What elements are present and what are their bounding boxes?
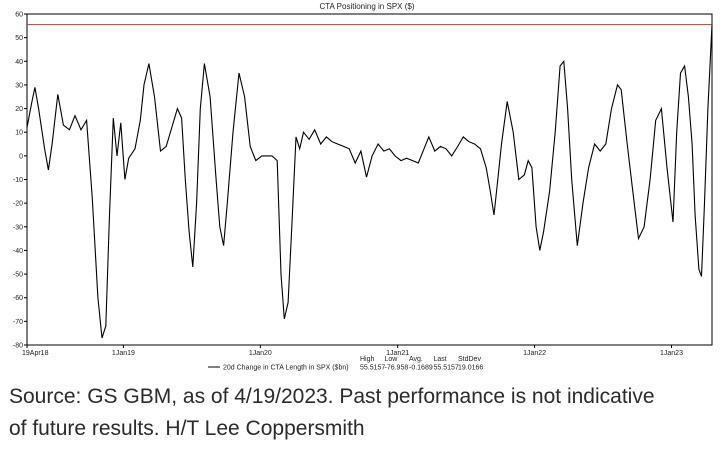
y-tick-label: -30 <box>13 224 23 231</box>
legend-stat-label: Last <box>434 356 447 363</box>
x-tick-label: 19Apr18 <box>22 350 49 357</box>
caption-line-2: of future results. H/T Lee Coppersmith <box>9 417 365 440</box>
y-tick-label: 60 <box>15 12 23 19</box>
y-tick-label: 0 <box>19 153 23 160</box>
cta-positioning-chart: CTA Positioning in SPX ($) 60 50 40 30 20 10 0… <box>13 2 713 372</box>
y-tick-label: -40 <box>13 248 23 255</box>
y-tick-label: 50 <box>15 35 23 42</box>
y-tick-label: 40 <box>15 59 23 66</box>
y-axis-ticks: 60 50 40 30 20 10 0 -10 -20 -30 -40 -50 -60 -70 -80 <box>13 12 27 350</box>
legend-stat-label: Avg. <box>409 356 423 363</box>
legend-series-name: 20d Change in CTA Length in SPX ($bn) <box>223 365 349 372</box>
y-tick-label: 10 <box>15 130 23 137</box>
y-tick-label: -70 <box>13 319 23 326</box>
y-tick-label: 30 <box>15 82 23 89</box>
series-line-cta-length <box>26 24 713 339</box>
x-tick-label: 1Jan22 <box>523 350 546 357</box>
legend-stat-value: -0.1689 <box>409 365 433 372</box>
y-tick-label: -80 <box>13 343 23 350</box>
source-caption: Source: GS GBM, as of 4/19/2023. Past pe… <box>9 381 709 445</box>
y-tick-label: -10 <box>13 177 23 184</box>
y-tick-label: 20 <box>15 106 23 113</box>
y-tick-label: -50 <box>13 272 23 279</box>
caption-line-1: Source: GS GBM, as of 4/19/2023. Past pe… <box>9 385 655 408</box>
y-tick-label: -20 <box>13 201 23 208</box>
legend-stat-value: 55.5157 <box>360 365 385 372</box>
x-tick-label: 1Jan19 <box>112 350 135 357</box>
x-tick-label: 1Jan20 <box>249 350 272 357</box>
chart-title: CTA Positioning in SPX ($) <box>319 2 414 11</box>
legend-stat-value: -76.958 <box>385 365 409 372</box>
legend-stat-label: High <box>360 356 375 363</box>
legend-stat-value: 19.0166 <box>458 365 483 372</box>
x-axis-ticks: 19Apr18 1Jan19 1Jan20 1Jan21 1Jan22 1Jan23 <box>22 345 683 357</box>
y-tick-label: -60 <box>13 295 23 302</box>
legend-stats: High55.5157Low-76.958Avg.-0.1689Last55.5… <box>360 356 483 372</box>
x-tick-label: 1Jan23 <box>660 350 683 357</box>
legend-stat-label: Low <box>385 356 399 363</box>
x-tick-label: 1Jan21 <box>386 350 409 357</box>
legend: 20d Change in CTA Length in SPX ($bn) Hi… <box>208 356 483 372</box>
legend-stat-label: StdDev <box>458 356 481 363</box>
legend-stat-value: 55.5157 <box>434 365 459 372</box>
plot-area <box>26 13 713 346</box>
